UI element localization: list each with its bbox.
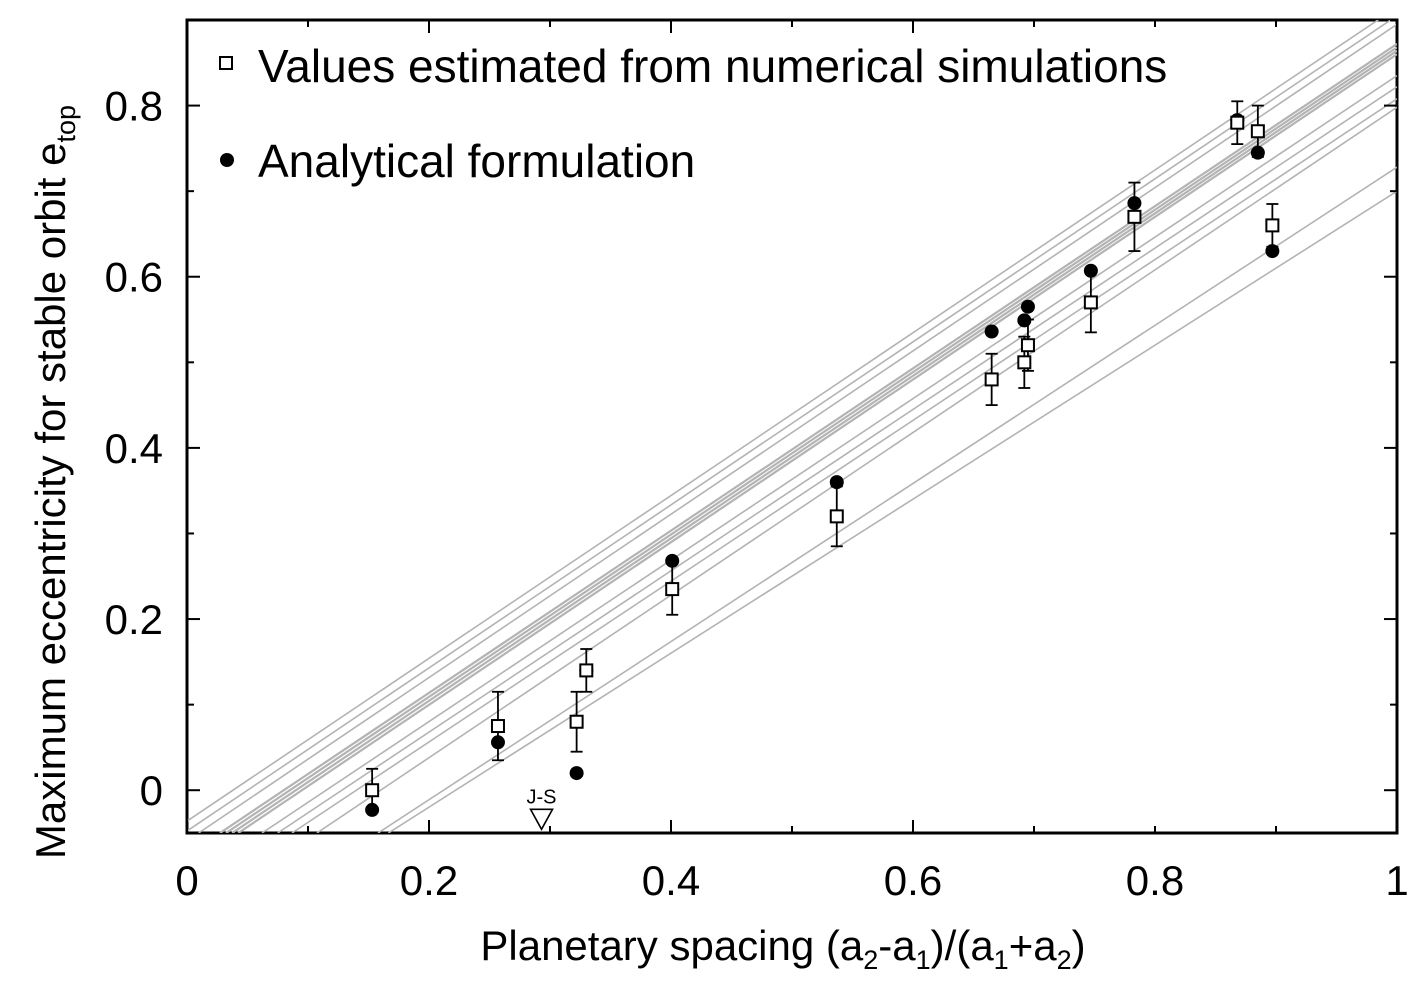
- analytical-point: [1017, 313, 1032, 328]
- tick-labels: 0 0.2 0.4 0.6 0.8 1 0 0.2 0.4 0.6 0.8: [105, 83, 1409, 904]
- simulation-point: [665, 582, 680, 597]
- simulation-point: [984, 372, 999, 387]
- js-label: J-S: [527, 786, 557, 808]
- fit-lines: [187, 20, 1397, 833]
- simulation-point: [365, 783, 380, 798]
- annotations: J-S: [527, 786, 557, 831]
- simulation-point: [579, 663, 594, 678]
- legend-label-analytical: Analytical formulation: [258, 135, 695, 187]
- fit-line: [316, 106, 1397, 833]
- legend-label-simulations: Values estimated from numerical simulati…: [258, 40, 1167, 92]
- js-triangle-marker: [529, 808, 554, 831]
- x-tick-label: 0.2: [400, 857, 458, 904]
- simulation-point: [1083, 295, 1098, 310]
- fit-line: [187, 20, 1380, 823]
- analytical-point: [1250, 145, 1265, 160]
- y-tick-label: 0.2: [105, 596, 163, 643]
- x-tick-label: 0.4: [642, 857, 700, 904]
- fit-line: [198, 23, 1397, 833]
- fit-line: [225, 46, 1397, 833]
- y-tick-label: 0.8: [105, 83, 163, 130]
- simulation-point: [1250, 124, 1265, 139]
- legend-marker-filled-circle: [220, 153, 234, 167]
- simulation-point: [1265, 218, 1280, 233]
- x-tick-label: 0.8: [1126, 857, 1184, 904]
- fit-line: [187, 20, 1393, 832]
- analytical-point: [829, 475, 844, 490]
- analytical-point: [984, 324, 999, 339]
- y-tick-label: 0.6: [105, 254, 163, 301]
- fit-line: [387, 190, 1397, 833]
- simulation-point: [490, 719, 505, 734]
- analytical-point: [569, 766, 584, 781]
- analytical-point: [1265, 244, 1280, 259]
- legend: Values estimated from numerical simulati…: [219, 40, 1167, 187]
- axis-ticks: [186, 19, 1398, 833]
- simulation-point: [1230, 115, 1245, 130]
- fit-line: [261, 74, 1397, 833]
- simulation-point: [569, 714, 584, 729]
- markers: [365, 113, 1280, 817]
- analytical-point: [665, 553, 680, 568]
- analytical-point: [365, 802, 380, 817]
- simulation-point: [1017, 355, 1032, 370]
- x-tick-label: 1: [1385, 857, 1408, 904]
- analytical-point: [1127, 196, 1142, 211]
- analytical-point: [1020, 299, 1035, 314]
- fit-line: [291, 98, 1397, 833]
- error-bars: [366, 100, 1279, 813]
- y-tick-label: 0: [140, 767, 163, 814]
- analytical-point: [490, 735, 505, 750]
- fit-line: [219, 43, 1397, 833]
- fit-line: [277, 86, 1397, 833]
- fit-line: [231, 49, 1397, 833]
- y-tick-label: 0.4: [105, 425, 163, 472]
- analytical-point: [1083, 263, 1098, 278]
- fit-line: [237, 53, 1397, 833]
- simulation-point: [1127, 209, 1142, 224]
- x-axis-title: Planetary spacing (a2-a1)/(a1+a2): [480, 922, 1085, 975]
- x-tick-label: 0.6: [884, 857, 942, 904]
- legend-marker-open-square: [219, 56, 233, 70]
- y-axis-title: Maximum eccentricity for stable orbit et…: [27, 105, 81, 859]
- simulation-point: [829, 509, 844, 524]
- simulation-point: [1020, 338, 1035, 353]
- fit-line: [377, 166, 1397, 833]
- x-tick-label: 0: [175, 857, 198, 904]
